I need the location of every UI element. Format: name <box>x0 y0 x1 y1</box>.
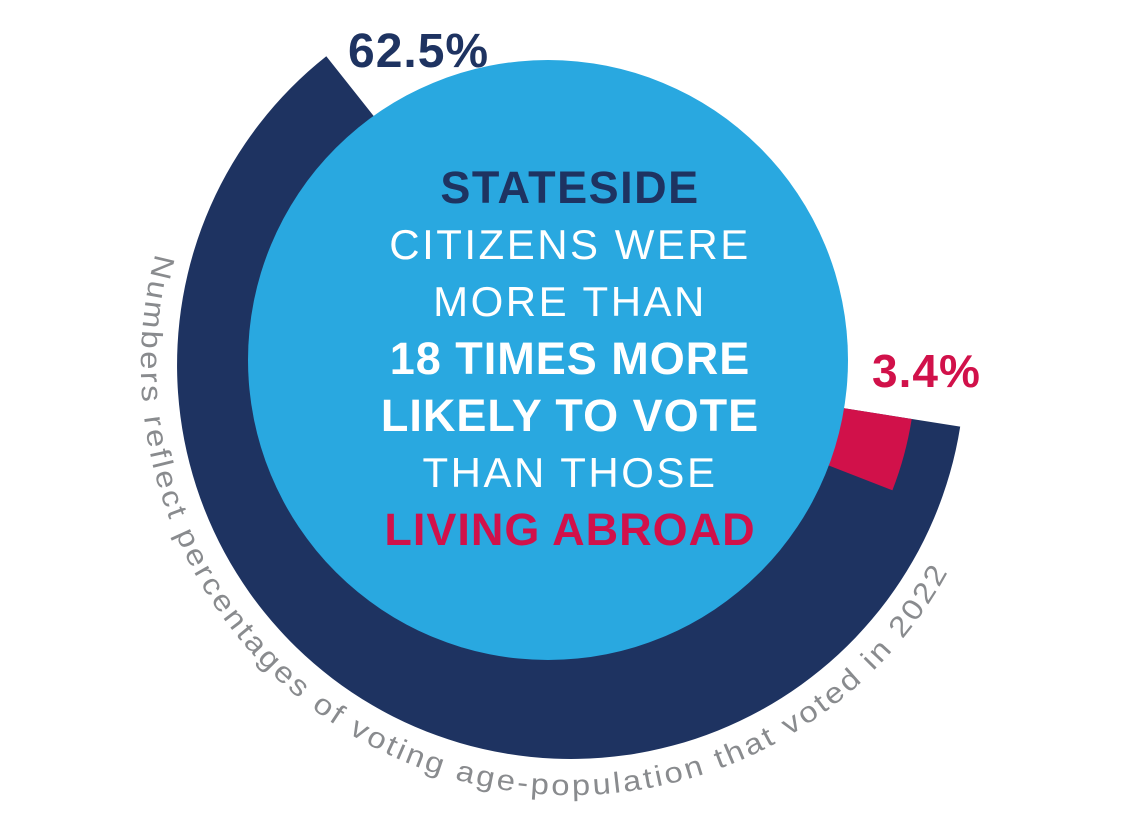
label-stateside-percentage: 62.5% <box>348 25 490 78</box>
center-message-line: 18 TIMES MORE <box>389 333 751 384</box>
label-living-abroad-percentage: 3.4% <box>872 345 981 397</box>
center-message-line: LIKELY TO VOTE <box>380 390 760 441</box>
center-message-line: THAN THOSE <box>422 449 718 496</box>
center-message-line: CITIZENS WERE <box>389 221 751 268</box>
center-message-line: LIVING ABROAD <box>384 504 756 555</box>
center-message-line: STATESIDE <box>440 162 700 213</box>
center-message: STATESIDE CITIZENS WERE MORE THAN 18 TIMES … <box>310 159 830 558</box>
center-disc <box>248 60 848 660</box>
center-message-line: MORE THAN <box>433 278 707 325</box>
